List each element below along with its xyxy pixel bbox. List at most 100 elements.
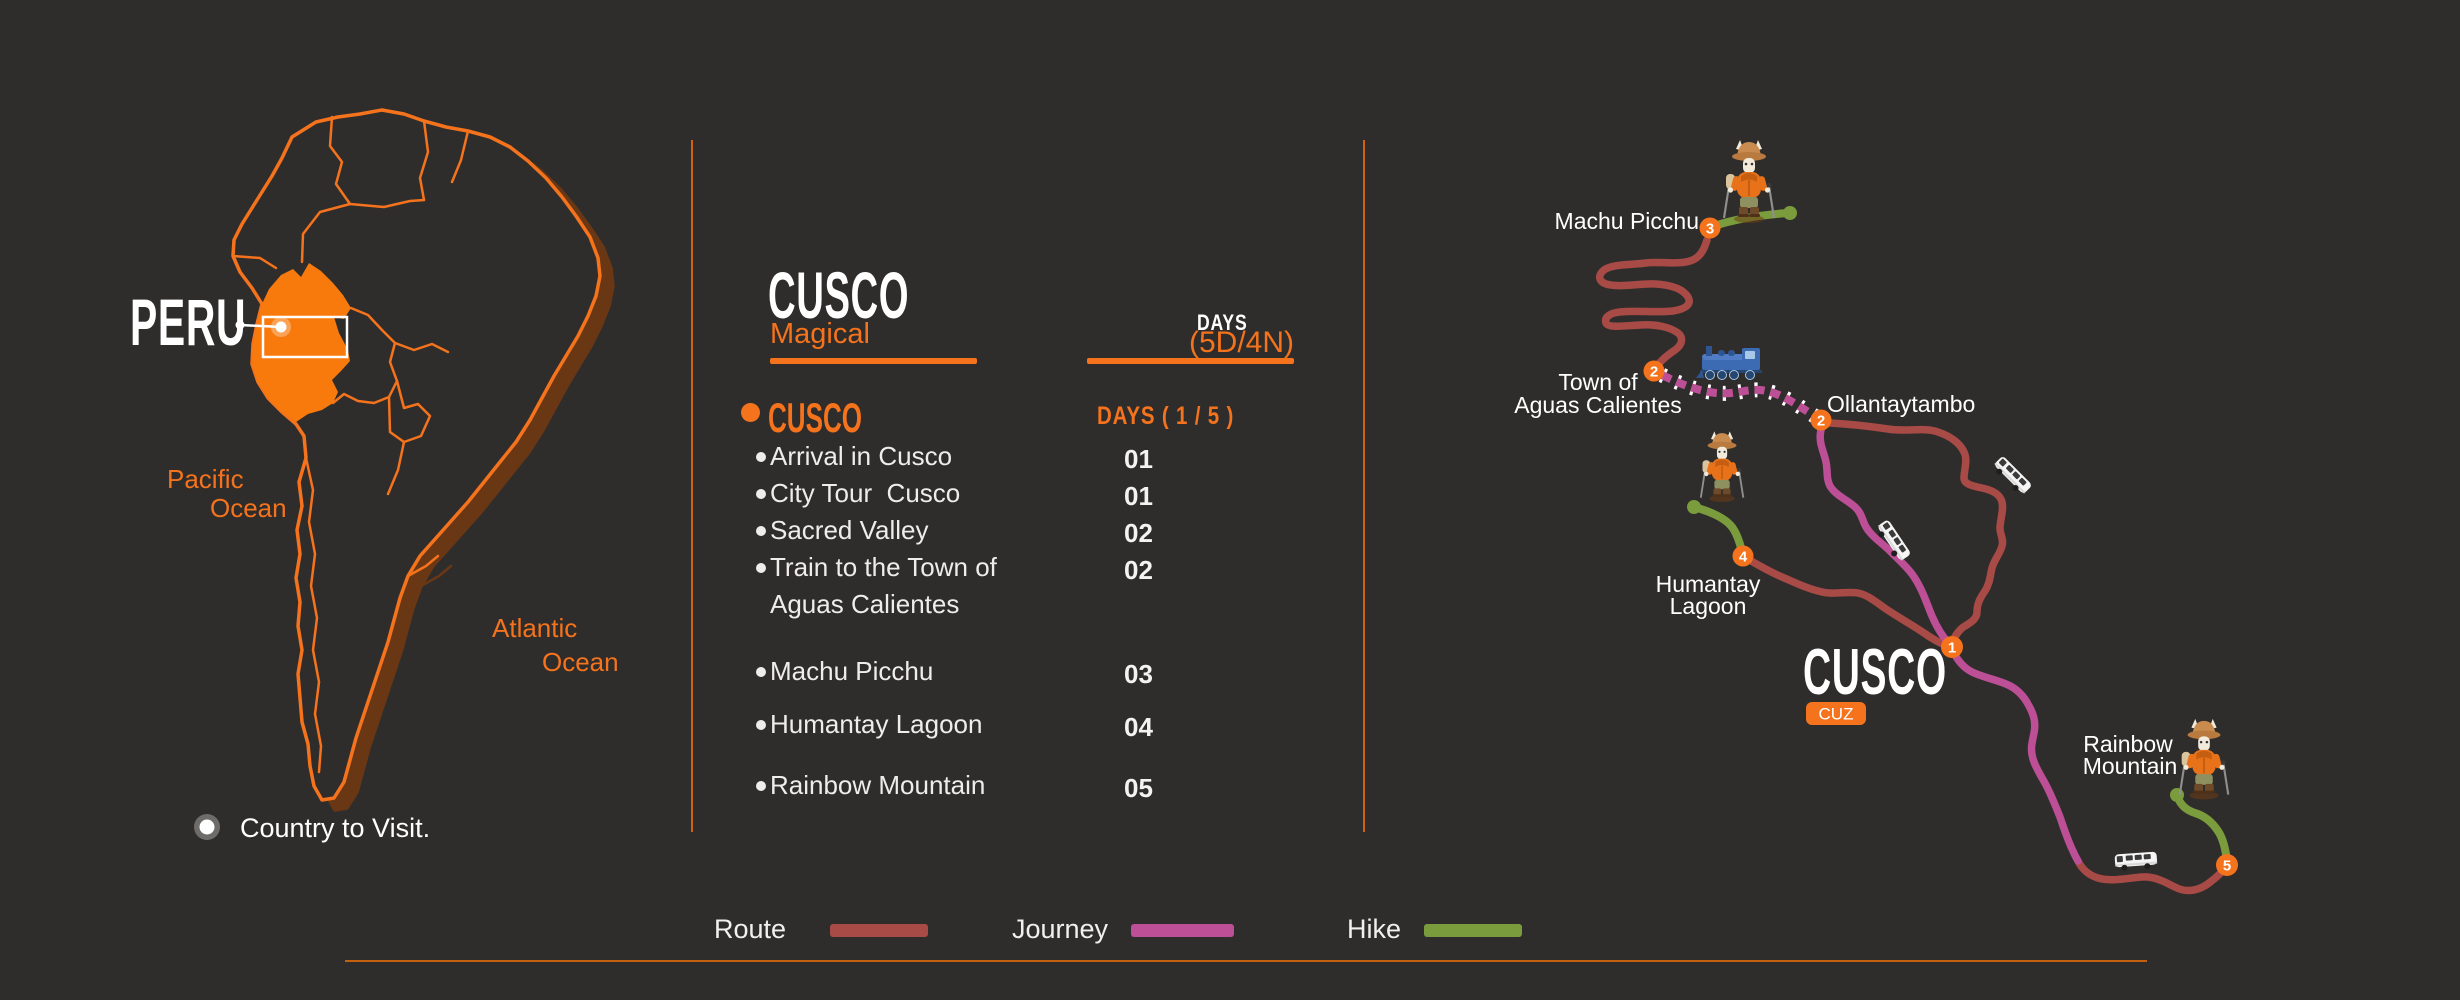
legend-hike-swatch — [1424, 924, 1522, 937]
days-value: (5D/4N) — [1189, 326, 1295, 359]
peru-zoom-rectangle — [261, 315, 349, 359]
itinerary-item-day: 02 — [1124, 555, 1153, 585]
label-ollantaytambo: Ollantaytambo — [1827, 391, 1975, 417]
marker-ollantaytambo: 2 — [1810, 409, 1832, 431]
route-to-rainbow-mountain — [2074, 857, 2231, 895]
route-ollantaytambo-east-to-cusco — [1826, 419, 2007, 649]
itinerary-subtitle: Magical — [770, 318, 870, 350]
callout-glow-dot — [275, 321, 287, 333]
itinerary-item-label: Train to the Town of Aguas Calientes — [770, 552, 1003, 619]
pacific-ocean-label-line1: Pacific — [167, 464, 244, 494]
label-lagoon: Lagoon — [1670, 593, 1747, 619]
item-bullet — [756, 563, 766, 573]
country-note: Country to Visit. — [194, 813, 430, 843]
legend-hike-label: Hike — [1347, 914, 1402, 944]
itinerary-item-label: City Tour Cusco — [770, 478, 961, 508]
item-bullet — [756, 452, 766, 462]
stop-markers: 3 2 2 4 1 5 — [1643, 217, 2238, 876]
group-bullet — [741, 403, 760, 422]
train-icon — [1695, 345, 1763, 380]
journey-cusco-to-rainbow — [1948, 645, 2082, 865]
item-bullet — [756, 489, 766, 499]
svg-text:2: 2 — [1650, 364, 1658, 381]
hike-rainbow — [2173, 791, 2231, 866]
country-note-dot — [199, 819, 215, 835]
cusco-code-text: CUZ — [1819, 705, 1854, 724]
itinerary-item-label: Machu Picchu — [770, 656, 934, 686]
divider-right — [1363, 140, 1365, 832]
itinerary-title: CUSCO — [768, 258, 910, 332]
country-borders — [231, 115, 470, 774]
svg-text:5: 5 — [2223, 858, 2231, 875]
itinerary-item-day: 04 — [1124, 712, 1153, 742]
item-bullet — [756, 667, 766, 677]
label-town-of: Town of — [1558, 369, 1638, 395]
svg-text:1: 1 — [1948, 640, 1956, 657]
group-days: DAYS ( 1 / 5 ) — [1097, 402, 1235, 430]
group-header: CUSCO — [768, 394, 863, 441]
itinerary-item-day: 01 — [1124, 481, 1153, 511]
peru-label: PERU — [130, 285, 246, 360]
llama-hiker-icon — [2178, 717, 2230, 801]
itinerary-item-day: 05 — [1124, 773, 1153, 803]
itinerary-item-label: Humantay Lagoon — [770, 709, 983, 739]
label-mountain: Mountain — [2083, 753, 2178, 779]
svg-text:4: 4 — [1739, 549, 1748, 566]
south-america-map — [231, 108, 602, 802]
van-icon — [2114, 851, 2158, 872]
footer-rule — [345, 960, 2147, 962]
hike-humantay — [1690, 503, 1747, 559]
ocean-labels: Pacific Ocean Atlantic Ocean — [167, 464, 619, 677]
route-humantay-to-cusco — [1742, 554, 1955, 651]
svg-text:2: 2 — [1817, 413, 1825, 430]
hike-endpoint-dot — [1687, 500, 1701, 514]
item-bullet — [756, 526, 766, 536]
svg-text:3: 3 — [1706, 221, 1714, 238]
route-machu-to-aguas — [1596, 236, 1711, 375]
continent-outline — [231, 108, 602, 802]
legend-route-swatch — [830, 924, 928, 937]
legend-journey-swatch — [1131, 924, 1234, 937]
itinerary-item-label: Sacred Valley — [770, 515, 929, 545]
item-bullet — [756, 720, 766, 730]
marker-cusco: 1 — [1941, 636, 1963, 658]
marker-rainbow: 5 — [2216, 854, 2238, 876]
label-aguas-calientes: Aguas Calientes — [1514, 392, 1682, 418]
place-labels: Machu Picchu Town of Aguas Calientes Oll… — [1514, 208, 2177, 779]
journey-ollantaytambo-to-cusco — [1816, 426, 1954, 649]
legend-route-label: Route — [714, 914, 787, 944]
atlantic-ocean-label-line2: Ocean — [542, 647, 619, 677]
title-underline — [770, 358, 977, 364]
itinerary-item-label: Arrival in Cusco — [770, 441, 953, 471]
cusco-code-badge — [1806, 702, 1866, 725]
railway-line — [1658, 368, 1824, 426]
days-header: DAYS — [1197, 310, 1248, 335]
llama-hiker-icon — [1722, 138, 1776, 225]
cusco-city-title: CUSCO — [1803, 636, 1947, 709]
callout-dot — [235, 320, 245, 330]
itinerary-item-day: 01 — [1124, 444, 1153, 474]
country-note-text: Country to Visit. — [240, 813, 430, 843]
hike-endpoint-dot — [2170, 788, 2184, 802]
itinerary-header: CUSCO — [768, 262, 1011, 328]
itinerary-item-day: 03 — [1124, 659, 1153, 689]
divider-left — [691, 140, 693, 832]
atlantic-ocean-label-line1: Atlantic — [492, 613, 577, 643]
marker-humantay: 4 — [1732, 545, 1754, 567]
label-machu-picchu: Machu Picchu — [1555, 208, 1699, 234]
item-bullet — [756, 781, 766, 791]
itinerary-item-day: 02 — [1124, 518, 1153, 548]
cusco-city-label: CUSCO CUZ — [1803, 636, 1947, 725]
marker-machu-picchu: 3 — [1699, 217, 1721, 239]
hike-endpoint-dot — [1783, 206, 1797, 220]
itinerary-item-label: Rainbow Mountain — [770, 770, 986, 800]
route-lines — [1596, 206, 2231, 895]
label-humantay: Humantay — [1656, 571, 1761, 597]
peru-callout: PERU — [130, 285, 349, 360]
label-rainbow: Rainbow — [2083, 731, 2173, 757]
llama-hiker-icon — [1699, 430, 1745, 503]
pacific-ocean-label-line2: Ocean — [210, 493, 287, 523]
marker-aguas-calientes: 2 — [1643, 360, 1665, 382]
